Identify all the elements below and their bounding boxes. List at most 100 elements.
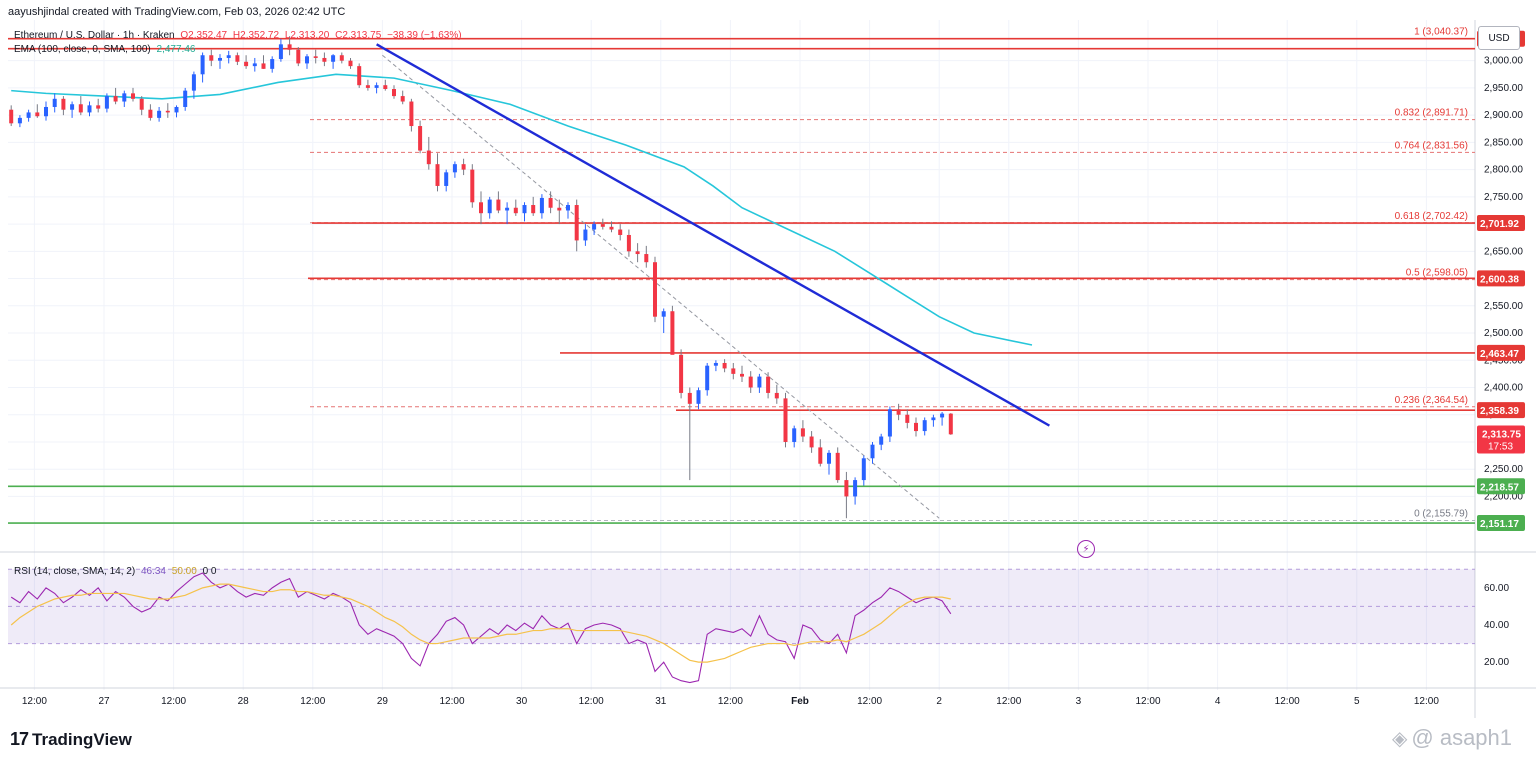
candle-body[interactable] xyxy=(870,444,875,459)
candle-body[interactable] xyxy=(392,89,396,97)
candle-body[interactable] xyxy=(435,164,440,186)
candle-body[interactable] xyxy=(653,262,657,317)
candle-body[interactable] xyxy=(218,57,222,61)
candle-body[interactable] xyxy=(548,197,553,208)
candle-body[interactable] xyxy=(348,60,353,67)
candle-body[interactable] xyxy=(365,85,370,88)
candle-body[interactable] xyxy=(861,458,866,481)
candle-body[interactable] xyxy=(244,61,249,67)
candle-body[interactable] xyxy=(235,55,240,62)
candle-body[interactable] xyxy=(131,93,135,99)
candle-body[interactable] xyxy=(818,447,823,464)
candle-body[interactable] xyxy=(96,105,101,109)
candle-body[interactable] xyxy=(426,150,431,165)
rsi-legend[interactable]: RSI (14, close, SMA, 14, 2) 46.34 50.00 … xyxy=(14,566,219,577)
candle-body[interactable] xyxy=(322,57,327,62)
candle-body[interactable] xyxy=(600,224,605,227)
candle-body[interactable] xyxy=(313,56,318,58)
candle-body[interactable] xyxy=(931,417,936,421)
candle-body[interactable] xyxy=(44,106,48,117)
candle-body[interactable] xyxy=(139,98,144,110)
candle-body[interactable] xyxy=(722,362,727,369)
candle-body[interactable] xyxy=(487,199,492,214)
candle-body[interactable] xyxy=(26,112,31,118)
candle-body[interactable] xyxy=(757,376,762,388)
candle-body[interactable] xyxy=(731,368,736,374)
candle-body[interactable] xyxy=(479,202,483,214)
candle-body[interactable] xyxy=(183,90,188,107)
candle-body[interactable] xyxy=(887,409,892,437)
candle-body[interactable] xyxy=(296,49,301,64)
candle-body[interactable] xyxy=(17,117,22,124)
candle-body[interactable] xyxy=(305,56,309,64)
candle-body[interactable] xyxy=(557,207,562,211)
candle-body[interactable] xyxy=(644,254,649,263)
candle-body[interactable] xyxy=(287,44,292,50)
candle-body[interactable] xyxy=(374,85,379,88)
candle-body[interactable] xyxy=(574,205,579,241)
candle-body[interactable] xyxy=(748,376,753,388)
ema-legend[interactable]: EMA (100, close, 0, SMA, 100) 2,477.46 xyxy=(14,44,198,55)
candle-body[interactable] xyxy=(70,104,75,110)
candle-body[interactable] xyxy=(618,229,623,235)
candle-body[interactable] xyxy=(635,251,640,255)
candle-body[interactable] xyxy=(905,414,910,423)
candle-body[interactable] xyxy=(844,480,849,497)
candle-body[interactable] xyxy=(200,55,205,75)
candle-body[interactable] xyxy=(470,169,475,203)
candle-body[interactable] xyxy=(452,164,457,173)
candle-body[interactable] xyxy=(896,409,901,415)
candle-body[interactable] xyxy=(740,373,744,377)
candle-body[interactable] xyxy=(626,234,631,252)
candle-body[interactable] xyxy=(165,110,170,113)
candle-body[interactable] xyxy=(531,205,536,214)
candle-body[interactable] xyxy=(566,205,570,211)
candle-body[interactable] xyxy=(461,164,466,170)
candle-body[interactable] xyxy=(148,109,153,118)
candle-body[interactable] xyxy=(705,365,710,391)
bearish-trendline[interactable] xyxy=(376,43,1050,427)
candle-body[interactable] xyxy=(914,422,918,432)
candle-body[interactable] xyxy=(113,96,118,102)
candle-body[interactable] xyxy=(357,66,362,86)
candle-body[interactable] xyxy=(800,428,805,437)
candle-body[interactable] xyxy=(766,376,771,393)
candle-body[interactable] xyxy=(713,362,718,366)
candle-body[interactable] xyxy=(61,98,66,110)
candle-body[interactable] xyxy=(331,55,336,62)
currency-button[interactable]: USD xyxy=(1478,26,1520,50)
candle-body[interactable] xyxy=(522,205,527,214)
candle-body[interactable] xyxy=(261,63,266,69)
candle-body[interactable] xyxy=(496,199,501,211)
candle-body[interactable] xyxy=(827,452,831,464)
candle-body[interactable] xyxy=(418,126,423,151)
rsi-ma-line[interactable] xyxy=(10,583,951,663)
candle-body[interactable] xyxy=(879,436,884,445)
candle-body[interactable] xyxy=(539,197,544,214)
candle-body[interactable] xyxy=(252,63,257,67)
candle-body[interactable] xyxy=(339,55,344,61)
candle-body[interactable] xyxy=(513,207,518,214)
candle-body[interactable] xyxy=(157,110,162,118)
candle-body[interactable] xyxy=(696,390,701,404)
candle-body[interactable] xyxy=(679,354,684,393)
candle-body[interactable] xyxy=(922,420,927,432)
candle-body[interactable] xyxy=(505,207,510,211)
candle-body[interactable] xyxy=(270,59,275,69)
candle-body[interactable] xyxy=(226,55,231,58)
candle-body[interactable] xyxy=(687,392,692,404)
candle-body[interactable] xyxy=(592,224,597,230)
candle-body[interactable] xyxy=(835,452,840,481)
candle-body[interactable] xyxy=(792,428,797,442)
candle-body[interactable] xyxy=(174,106,179,113)
rsi-line[interactable] xyxy=(10,572,952,684)
candle-body[interactable] xyxy=(9,109,14,124)
candle-body[interactable] xyxy=(444,172,449,186)
candle-body[interactable] xyxy=(661,311,666,317)
candle-body[interactable] xyxy=(87,105,92,113)
candle-body[interactable] xyxy=(853,480,858,497)
candle-body[interactable] xyxy=(35,112,40,117)
lightning-icon[interactable]: ⚡ xyxy=(1077,540,1095,558)
candle-body[interactable] xyxy=(948,413,953,435)
